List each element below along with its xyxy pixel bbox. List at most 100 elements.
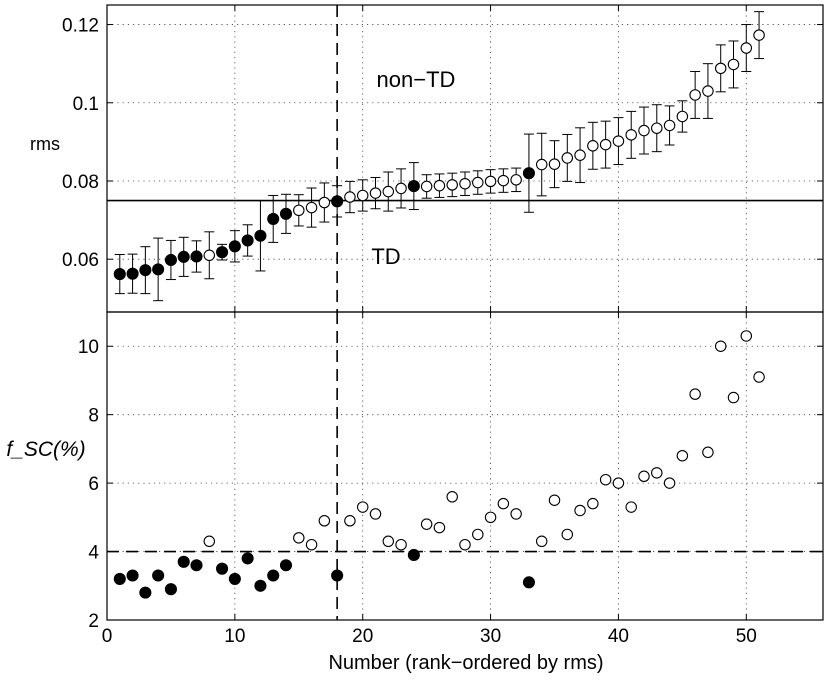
open-data-point — [344, 515, 356, 527]
open-data-point — [587, 497, 599, 510]
open-data-point — [561, 152, 574, 164]
filled-data-point — [216, 246, 229, 259]
open-data-point — [395, 538, 407, 551]
open-data-point — [638, 470, 650, 483]
open-data-point — [510, 508, 522, 520]
open-data-point — [535, 535, 548, 548]
x-tick-label: 40 — [608, 626, 629, 647]
bottom-y-tick-label: 2 — [88, 611, 99, 632]
filled-data-point — [279, 559, 293, 572]
top-y-axis-label: rms — [30, 134, 60, 154]
open-data-point — [727, 58, 740, 71]
filled-data-point — [190, 250, 203, 263]
x-tick-label: 0 — [102, 626, 113, 647]
x-tick-label: 20 — [352, 626, 373, 647]
open-data-point — [356, 501, 369, 513]
top-panel: 0.06 0.08 0.1 0.12 — [62, 4, 824, 313]
open-data-point — [548, 494, 561, 506]
filled-data-point — [331, 195, 344, 208]
open-data-point — [612, 135, 625, 147]
x-axis-label: Number (rank−ordered by rms) — [328, 652, 603, 674]
filled-data-point — [407, 180, 420, 193]
x-tick-label: 30 — [480, 626, 501, 647]
bottom-y-axis-label: f_SC(%) — [6, 438, 85, 461]
filled-data-point — [522, 167, 535, 180]
open-data-point — [676, 449, 689, 462]
open-data-point — [535, 158, 548, 171]
open-data-point — [727, 391, 740, 404]
open-data-point — [625, 129, 637, 141]
open-data-point — [651, 467, 663, 479]
bottom-panel: 2 4 6 8 10 0 10 20 30 40 50 — [78, 311, 824, 647]
open-data-point — [689, 89, 701, 101]
x-tick-label: 50 — [736, 626, 757, 647]
filled-data-point — [139, 586, 152, 599]
open-data-point — [689, 388, 701, 400]
open-data-point — [599, 473, 612, 486]
open-data-point — [382, 185, 395, 198]
filled-data-point — [177, 250, 190, 263]
bottom-y-tick-label: 6 — [88, 474, 99, 495]
filled-data-point — [279, 207, 293, 220]
open-data-point — [420, 518, 433, 530]
open-data-point — [740, 42, 753, 54]
filled-data-point — [152, 569, 165, 582]
top-y-tick-label: 0.12 — [62, 16, 99, 37]
bottom-y-tick-label: 4 — [88, 543, 99, 564]
filled-data-point — [267, 212, 280, 225]
open-data-point — [446, 179, 458, 191]
filled-data-point — [126, 569, 139, 582]
open-data-point — [293, 532, 305, 544]
open-data-point — [203, 249, 216, 262]
open-data-point — [472, 528, 484, 541]
open-data-point — [714, 62, 727, 75]
open-data-point — [612, 477, 625, 489]
open-data-point — [318, 196, 331, 209]
open-data-point — [663, 119, 676, 132]
open-data-point — [459, 177, 471, 190]
top-y-tick-label: 0.1 — [73, 94, 99, 115]
open-data-point — [305, 201, 318, 214]
open-data-point — [433, 179, 446, 192]
open-data-point — [293, 204, 305, 217]
non-td-annotation: non−TD — [377, 67, 456, 92]
open-data-point — [548, 158, 561, 170]
filled-data-point — [267, 569, 280, 582]
open-data-point — [740, 330, 753, 342]
open-data-point — [369, 508, 382, 520]
open-data-point — [356, 189, 369, 202]
open-data-point — [702, 85, 714, 97]
filled-data-point — [228, 572, 241, 585]
open-data-point — [472, 176, 484, 189]
open-data-point — [433, 521, 446, 534]
open-data-point — [702, 446, 714, 459]
filled-data-point — [522, 576, 535, 589]
open-data-point — [753, 371, 765, 383]
open-data-point — [484, 175, 497, 188]
open-data-point — [395, 182, 407, 195]
filled-data-point — [241, 552, 254, 565]
filled-data-point — [152, 263, 165, 276]
open-data-point — [651, 122, 663, 134]
open-data-point — [420, 180, 433, 193]
open-data-point — [446, 491, 458, 503]
open-data-point — [497, 174, 510, 187]
open-data-point — [459, 538, 471, 551]
filled-data-point — [241, 234, 254, 247]
open-data-point — [561, 528, 574, 541]
td-annotation: TD — [371, 244, 400, 269]
open-data-point — [714, 340, 727, 352]
open-data-point — [318, 515, 331, 527]
open-data-point — [599, 138, 612, 151]
filled-data-point — [254, 229, 267, 242]
open-data-point — [203, 535, 216, 548]
open-data-point — [587, 140, 599, 152]
open-data-point — [497, 497, 510, 510]
filled-data-point — [177, 555, 190, 568]
open-data-point — [663, 477, 676, 489]
open-data-point — [574, 149, 586, 161]
filled-data-point — [228, 240, 241, 253]
filled-data-point — [113, 268, 126, 281]
